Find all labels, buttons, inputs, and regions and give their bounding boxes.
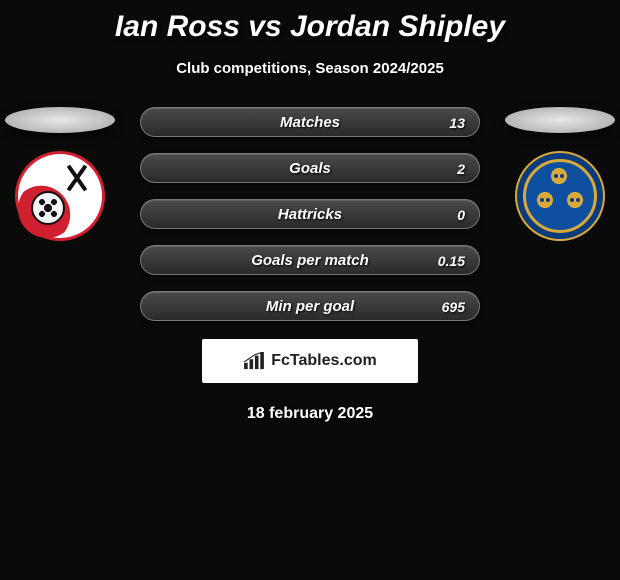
player-right-column bbox=[500, 107, 620, 241]
stat-value-right: 2 bbox=[457, 154, 465, 184]
badge-left-keys-icon bbox=[61, 163, 93, 195]
comparison-card: Ian Ross vs Jordan Shipley Club competit… bbox=[0, 0, 620, 580]
page-title: Ian Ross vs Jordan Shipley bbox=[0, 0, 620, 44]
stat-label: Min per goal bbox=[266, 298, 354, 315]
subtitle: Club competitions, Season 2024/2025 bbox=[0, 60, 620, 77]
club-badge-left bbox=[15, 151, 105, 241]
stat-row-matches: Matches 13 bbox=[140, 107, 480, 137]
player-left-silhouette bbox=[5, 107, 115, 133]
stat-row-min-per-goal: Min per goal 695 bbox=[140, 291, 480, 321]
stat-label: Goals bbox=[289, 160, 331, 177]
stat-value-right: 13 bbox=[449, 108, 465, 138]
badge-left-football-icon bbox=[31, 191, 65, 225]
date-text: 18 february 2025 bbox=[140, 405, 480, 423]
stat-label: Goals per match bbox=[251, 252, 369, 269]
stat-row-goals: Goals 2 bbox=[140, 153, 480, 183]
lion-icon bbox=[565, 191, 585, 211]
stat-value-right: 0.15 bbox=[438, 246, 465, 276]
stat-value-right: 0 bbox=[457, 200, 465, 230]
lion-icon bbox=[535, 191, 555, 211]
bar-chart-icon bbox=[243, 352, 265, 370]
player-right-silhouette bbox=[505, 107, 615, 133]
stat-value-right: 695 bbox=[442, 292, 465, 322]
badge-right-lions-icon bbox=[533, 169, 587, 223]
stat-label: Hattricks bbox=[278, 206, 342, 223]
stats-list: Matches 13 Goals 2 Hattricks 0 Goals per… bbox=[140, 107, 480, 423]
club-badge-right bbox=[515, 151, 605, 241]
stat-label: Matches bbox=[280, 114, 340, 131]
player-left-column bbox=[0, 107, 120, 241]
stat-row-goals-per-match: Goals per match 0.15 bbox=[140, 245, 480, 275]
stat-row-hattricks: Hattricks 0 bbox=[140, 199, 480, 229]
footer-brand-text: FcTables.com bbox=[271, 352, 377, 370]
lion-icon bbox=[549, 167, 569, 187]
footer-brand[interactable]: FcTables.com bbox=[202, 339, 418, 383]
